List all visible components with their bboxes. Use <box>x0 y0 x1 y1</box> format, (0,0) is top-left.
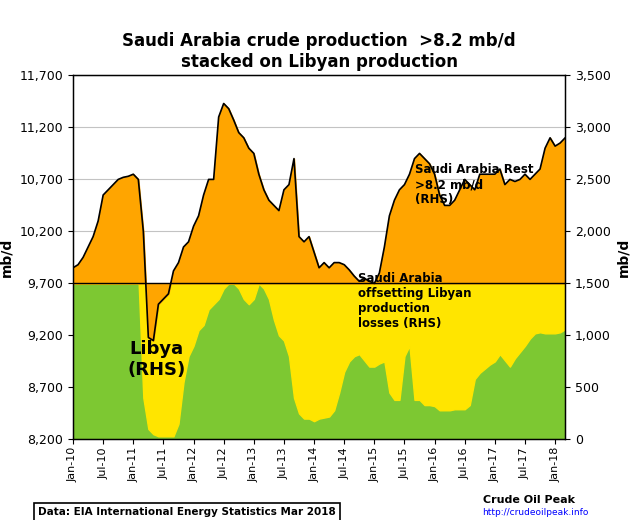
Text: Saudi Arabia Rest
>8.2 mb/d
(RHS): Saudi Arabia Rest >8.2 mb/d (RHS) <box>415 163 533 206</box>
Title: Saudi Arabia crude production  >8.2 mb/d
stacked on Libyan production: Saudi Arabia crude production >8.2 mb/d … <box>123 32 516 71</box>
Y-axis label: mb/d: mb/d <box>617 238 631 277</box>
Text: Crude Oil Peak: Crude Oil Peak <box>483 496 575 505</box>
Text: Saudi Arabia
offsetting Libyan
production
losses (RHS): Saudi Arabia offsetting Libyan productio… <box>358 272 472 330</box>
Text: http://crudeoilpeak.info: http://crudeoilpeak.info <box>483 509 589 517</box>
Text: Data: EIA International Energy Statistics Mar 2018: Data: EIA International Energy Statistic… <box>38 508 336 517</box>
Text: Libya
(RHS): Libya (RHS) <box>128 340 186 379</box>
Y-axis label: mb/d: mb/d <box>0 238 14 277</box>
